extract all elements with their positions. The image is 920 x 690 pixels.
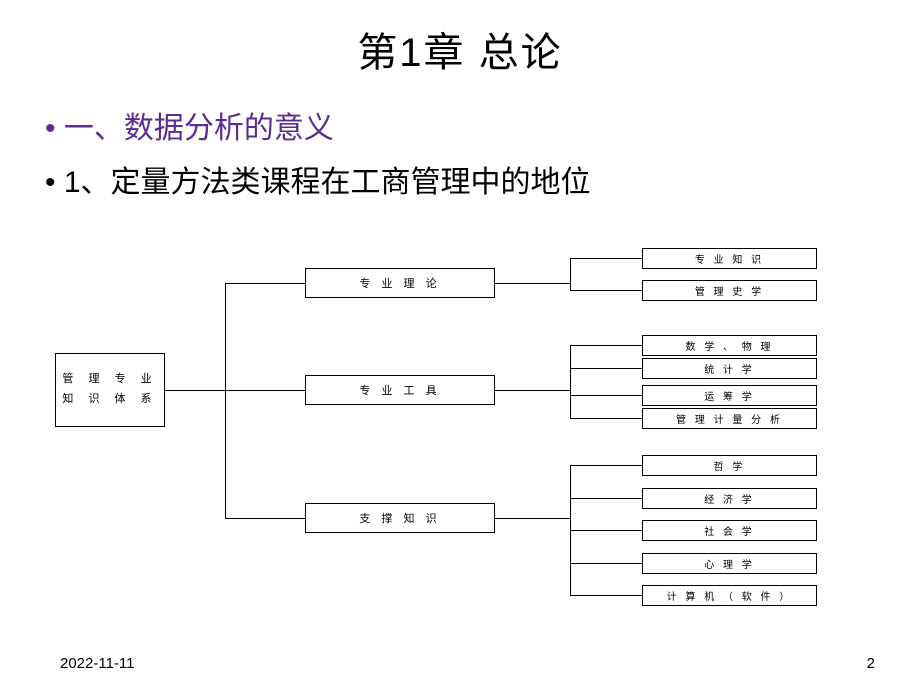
footer-date: 2022-11-11 [60,655,135,672]
mid-node-theory: 专 业 理 论 [305,268,495,298]
root-line1: 管 理 专 业 [62,370,157,390]
connector [225,283,305,284]
tree-diagram: 管 理 专 业 知 识 体 系 专 业 理 论 专 业 工 具 支 撑 知 识 … [0,240,920,650]
connector [225,390,305,391]
leaf-node: 统 计 学 [642,358,817,379]
root-line2: 知 识 体 系 [62,390,157,410]
leaf-node: 管 理 计 量 分 析 [642,408,817,429]
leaf-node: 心 理 学 [642,553,817,574]
slide-title: 第1章 总论 [0,0,920,78]
leaf-node: 数 学 、 物 理 [642,335,817,356]
mid-node-support: 支 撑 知 识 [305,503,495,533]
connector [165,390,225,391]
root-node: 管 理 专 业 知 识 体 系 [55,353,165,427]
connector [495,283,570,284]
connector [570,258,571,291]
connector [570,395,642,396]
connector [570,530,642,531]
leaf-node: 专 业 知 识 [642,248,817,269]
leaf-node: 经 济 学 [642,488,817,509]
leaf-node: 管 理 史 学 [642,280,817,301]
leaf-node: 计 算 机 （ 软 件 ） [642,585,817,606]
connector [570,465,642,466]
connector [570,563,642,564]
connector [570,418,642,419]
connector [570,498,642,499]
leaf-node: 运 筹 学 [642,385,817,406]
connector [570,595,642,596]
mid-node-tools: 专 业 工 具 [305,375,495,405]
footer-page-number: 2 [867,655,875,672]
leaf-node: 社 会 学 [642,520,817,541]
connector [495,518,570,519]
connector [570,368,642,369]
connector [225,283,226,518]
connector [570,345,642,346]
connector [570,345,571,419]
connector [570,290,642,291]
connector [570,258,642,259]
leaf-node: 哲 学 [642,455,817,476]
connector [495,390,570,391]
connector [225,518,305,519]
bullet-list: 一、数据分析的意义 1、定量方法类课程在工商管理中的地位 [0,78,920,201]
bullet-section: 一、数据分析的意义 [45,103,920,147]
bullet-item: 1、定量方法类课程在工商管理中的地位 [45,157,920,201]
